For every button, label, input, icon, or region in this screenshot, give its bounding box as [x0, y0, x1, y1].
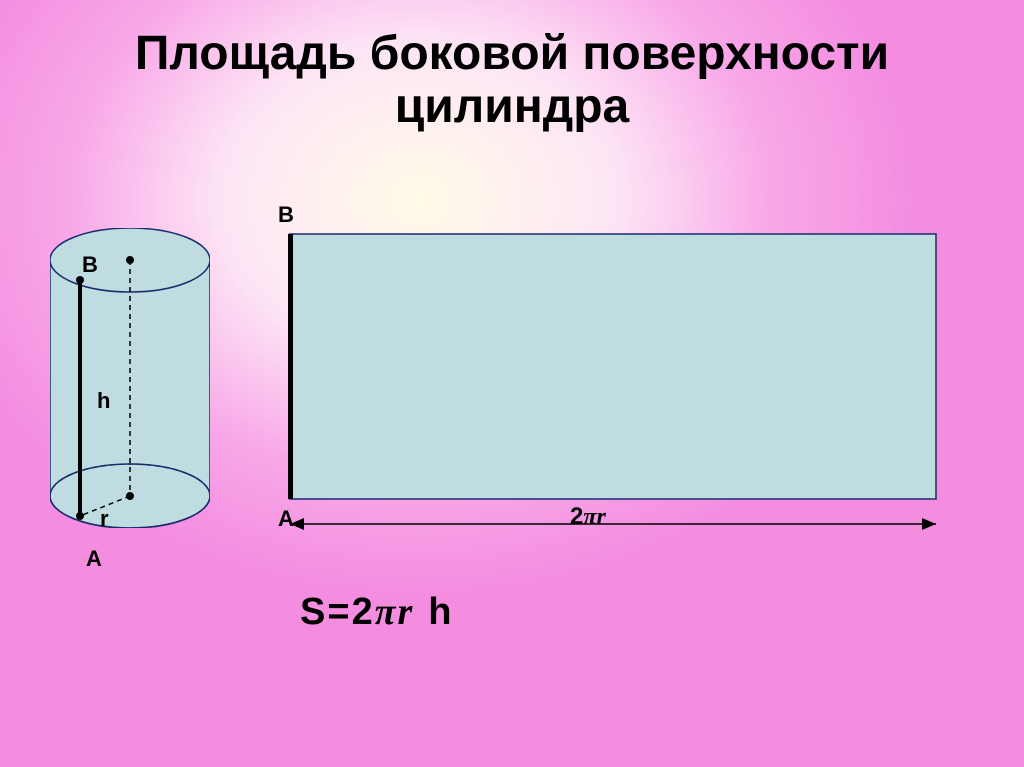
formula: S = 2 πr h	[300, 590, 451, 634]
formula-h: h	[428, 591, 451, 634]
rect-label-A: A	[278, 506, 294, 532]
formula-two: 2	[352, 591, 373, 634]
dimension-label-2pir: 2πr	[570, 503, 606, 531]
title-line2: цилиндра	[395, 80, 630, 133]
dim-two: 2	[570, 503, 583, 531]
cylinder-label-A: A	[86, 546, 102, 572]
title-line1: Площадь боковой поверхности	[135, 27, 889, 80]
cylinder-label-B: B	[82, 252, 98, 278]
formula-eq: =	[327, 591, 349, 634]
dim-r: r	[596, 504, 605, 531]
formula-r: r	[397, 590, 412, 634]
unrolled-rectangle	[288, 234, 948, 544]
formula-pi: π	[375, 590, 396, 634]
cylinder-label-h: h	[97, 388, 110, 414]
rect-label-B: B	[278, 202, 294, 228]
cylinder-diagram	[50, 228, 210, 528]
cylinder-label-r: r	[100, 506, 109, 532]
dim-pi: π	[583, 504, 596, 531]
formula-S: S	[300, 591, 325, 634]
page-title: Площадь боковой поверхности цилиндра	[0, 28, 1024, 134]
